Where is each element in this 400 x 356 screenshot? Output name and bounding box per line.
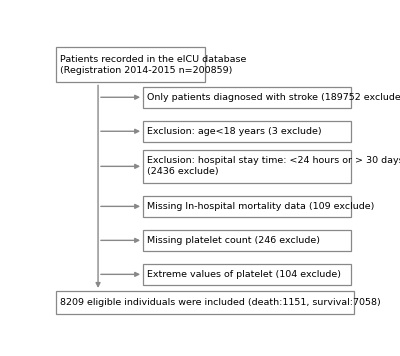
Bar [143, 230, 351, 251]
Text: Only patients diagnosed with stroke (189752 exclude): Only patients diagnosed with stroke (189… [147, 93, 400, 102]
Bar [143, 150, 351, 183]
Text: Missing platelet count (246 exclude): Missing platelet count (246 exclude) [147, 236, 320, 245]
Text: Patients recorded in the eICU database
(Registration 2014-2015 n=200859): Patients recorded in the eICU database (… [60, 54, 246, 75]
Text: Exclusion: age<18 years (3 exclude): Exclusion: age<18 years (3 exclude) [147, 127, 321, 136]
Text: Missing In-hospital mortality data (109 exclude): Missing In-hospital mortality data (109 … [147, 202, 374, 211]
Text: Extreme values of platelet (104 exclude): Extreme values of platelet (104 exclude) [147, 270, 341, 279]
Bar [56, 291, 354, 314]
Bar [143, 87, 351, 108]
Bar [143, 121, 351, 142]
Bar [143, 264, 351, 285]
Bar [143, 196, 351, 217]
Bar [56, 47, 205, 83]
Text: 8209 eligible individuals were included (death:1151, survival:7058): 8209 eligible individuals were included … [60, 298, 381, 307]
Text: Exclusion: hospital stay time: <24 hours or > 30 days
(2436 exclude): Exclusion: hospital stay time: <24 hours… [147, 156, 400, 177]
